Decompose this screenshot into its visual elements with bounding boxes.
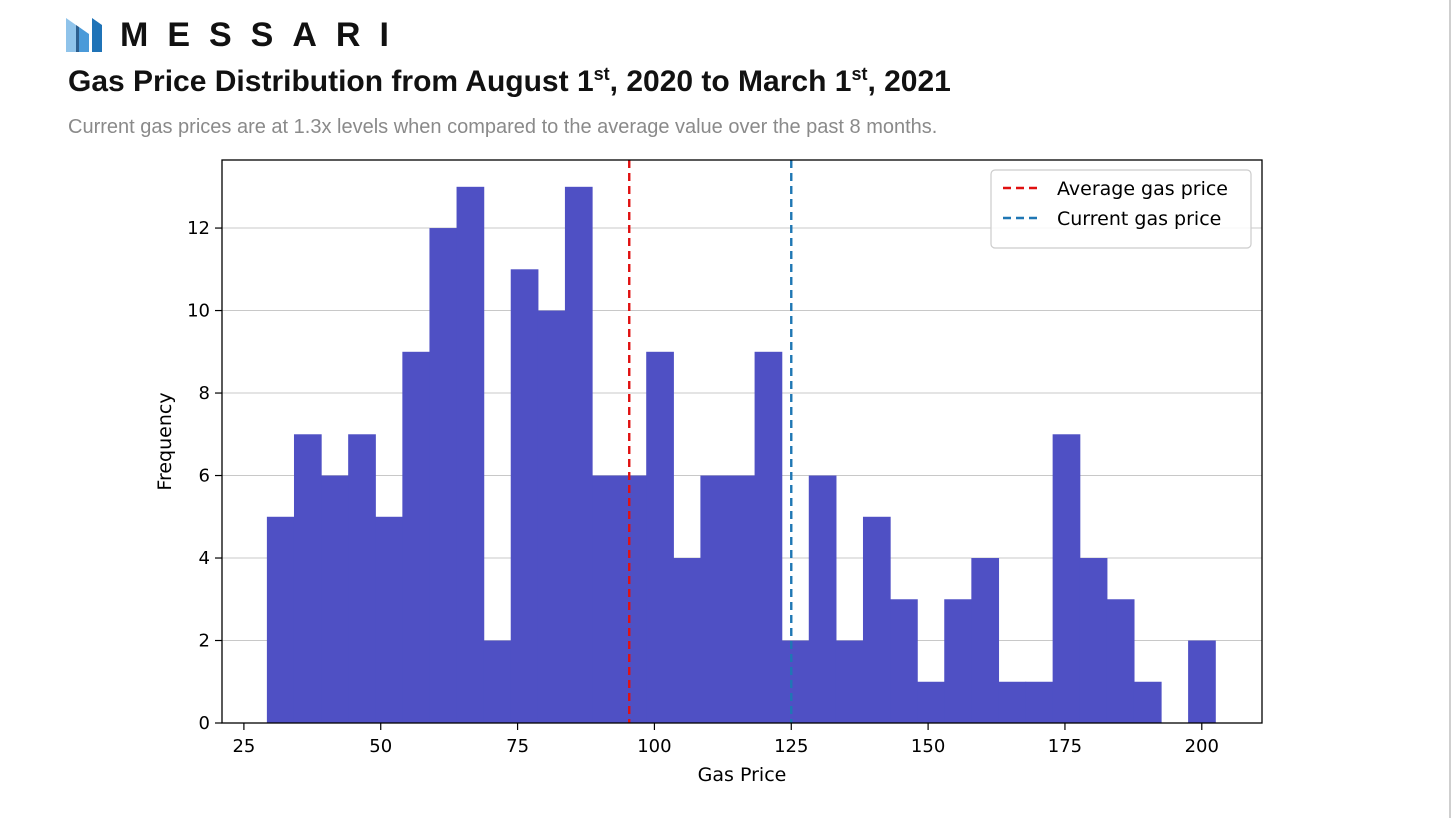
histogram-bar — [700, 475, 729, 723]
histogram-bar — [483, 640, 512, 723]
histogram-bar — [1133, 681, 1162, 723]
legend-box — [990, 169, 1252, 249]
histogram-bar — [293, 434, 322, 723]
histogram-bar — [619, 475, 647, 723]
histogram-bar — [429, 228, 458, 724]
histogram-bar — [1079, 558, 1108, 723]
x-tick-label: 25 — [232, 736, 255, 757]
messari-logo-icon — [66, 18, 102, 52]
page-subtitle: Current gas prices are at 1.3x levels wh… — [68, 116, 938, 138]
histogram-bar — [673, 558, 701, 723]
x-tick-label: 150 — [911, 736, 945, 757]
histogram-bar — [564, 186, 593, 724]
histogram-bar — [1188, 640, 1216, 723]
legend-label: Average gas price — [1057, 178, 1228, 200]
histogram-bar — [890, 599, 918, 723]
page-title: Gas Price Distribution from August 1st, … — [68, 64, 951, 98]
y-tick-label: 12 — [187, 218, 210, 239]
histogram-bar — [402, 351, 431, 723]
y-tick-label: 0 — [199, 713, 210, 734]
y-tick-label: 8 — [199, 383, 210, 404]
x-tick-label: 50 — [369, 736, 392, 757]
x-axis-label: Gas Price — [698, 764, 787, 786]
x-tick-label: 175 — [1048, 736, 1082, 757]
x-tick-label: 200 — [1185, 736, 1219, 757]
y-tick-label: 10 — [187, 301, 210, 322]
histogram-bar — [348, 434, 376, 723]
histogram-bar — [510, 269, 539, 723]
histogram-bar — [971, 558, 1000, 723]
histogram-bar — [456, 186, 485, 724]
right-border — [1449, 0, 1451, 818]
histogram-bar — [808, 475, 837, 723]
histogram-bar — [862, 516, 891, 723]
histogram-bar — [1052, 434, 1081, 723]
y-tick-label: 6 — [199, 466, 210, 487]
x-tick-label: 125 — [774, 736, 808, 757]
legend-label: Current gas price — [1057, 208, 1221, 230]
histogram-bar — [754, 351, 783, 723]
plot-frame — [221, 159, 1263, 724]
histogram-bar — [266, 516, 295, 723]
histogram-bar — [1106, 599, 1135, 723]
histogram-bar — [727, 475, 756, 723]
histogram-bar — [781, 640, 810, 723]
brand-name: MESSARI — [120, 15, 408, 54]
histogram-bar — [944, 599, 972, 723]
histogram-bar — [537, 310, 566, 723]
histogram-bar — [1025, 681, 1054, 723]
histogram-bar — [375, 516, 403, 723]
histogram-bar — [592, 475, 620, 723]
y-tick-label: 2 — [199, 631, 210, 652]
histogram-bar — [998, 681, 1027, 723]
messari-logo: MESSARI — [66, 16, 408, 54]
y-axis-label: Frequency — [154, 392, 176, 490]
x-tick-label: 75 — [506, 736, 529, 757]
histogram-bar — [917, 681, 945, 723]
histogram-bar — [646, 351, 674, 723]
histogram-bar — [321, 475, 349, 723]
histogram-bar — [835, 640, 864, 723]
y-tick-label: 4 — [199, 548, 210, 569]
x-tick-label: 100 — [637, 736, 671, 757]
